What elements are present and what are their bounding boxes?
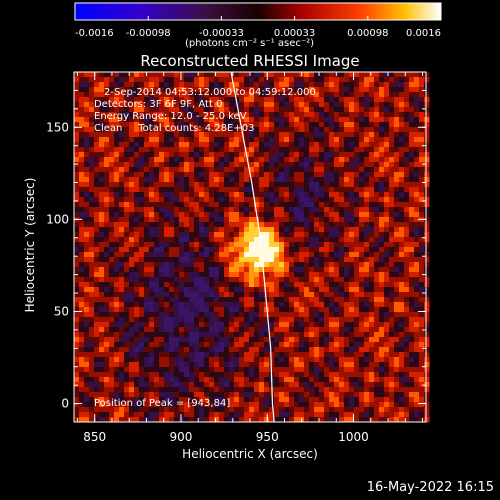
detectors-text: Detectors: 3F 6F 9F, Att 0 <box>94 99 223 110</box>
x-axis-label: Heliocentric X (arcsec) <box>182 447 318 461</box>
y-tick-label: 150 <box>46 120 69 134</box>
colorbar: -0.0016 -0.00098 -0.00033 0.00033 0.00098 0.0… <box>74 2 442 39</box>
y-tick-label: 100 <box>46 212 69 226</box>
time-range-text: 2-Sep-2014 04:53:12.000 to 04:59:12.000 <box>104 87 316 98</box>
energy-range-text: Energy Range: 12.0 - 25.0 keV <box>94 111 247 122</box>
colorbar-tick-label: -0.00098 <box>126 28 171 39</box>
colorbar-tick-label: 0.00098 <box>347 28 388 39</box>
x-tick-label: 850 <box>83 430 106 444</box>
y-tick-label: 50 <box>54 304 69 318</box>
peak-position-text: Position of Peak = [943,84] <box>94 398 231 409</box>
x-tick-label: 900 <box>170 430 193 444</box>
y-axis-label: Heliocentric Y (arcsec) <box>23 177 37 313</box>
colorbar-ticks: -0.0016 -0.00098 -0.00033 0.00033 0.00098 0.0… <box>74 16 442 39</box>
y-tick-label: 0 <box>61 397 69 411</box>
colorbar-tick-label: -0.0016 <box>75 28 114 39</box>
solar-limb-line <box>230 71 275 423</box>
colorbar-gradient <box>74 2 442 21</box>
colorbar-tick-label: 0.0016 <box>406 28 441 39</box>
heatmap-image <box>74 72 430 423</box>
colorbar-unit-label: (photons cm⁻² s⁻¹ asec⁻²) <box>185 38 315 49</box>
x-tick-label: 1000 <box>338 430 369 444</box>
clean-counts-text: Clean Total counts: 4.28E+03 <box>94 123 255 134</box>
colorbar-tick-label: -0.00033 <box>199 28 244 39</box>
plot-title: Reconstructed RHESSI Image <box>140 52 360 70</box>
footer-date: 16-May-2022 16:15 <box>366 480 494 495</box>
x-tick-label: 950 <box>256 430 279 444</box>
colorbar-tick-label: 0.00033 <box>274 28 315 39</box>
image-axes: 850 900 950 1000 0 50 100 150 <box>46 71 430 444</box>
